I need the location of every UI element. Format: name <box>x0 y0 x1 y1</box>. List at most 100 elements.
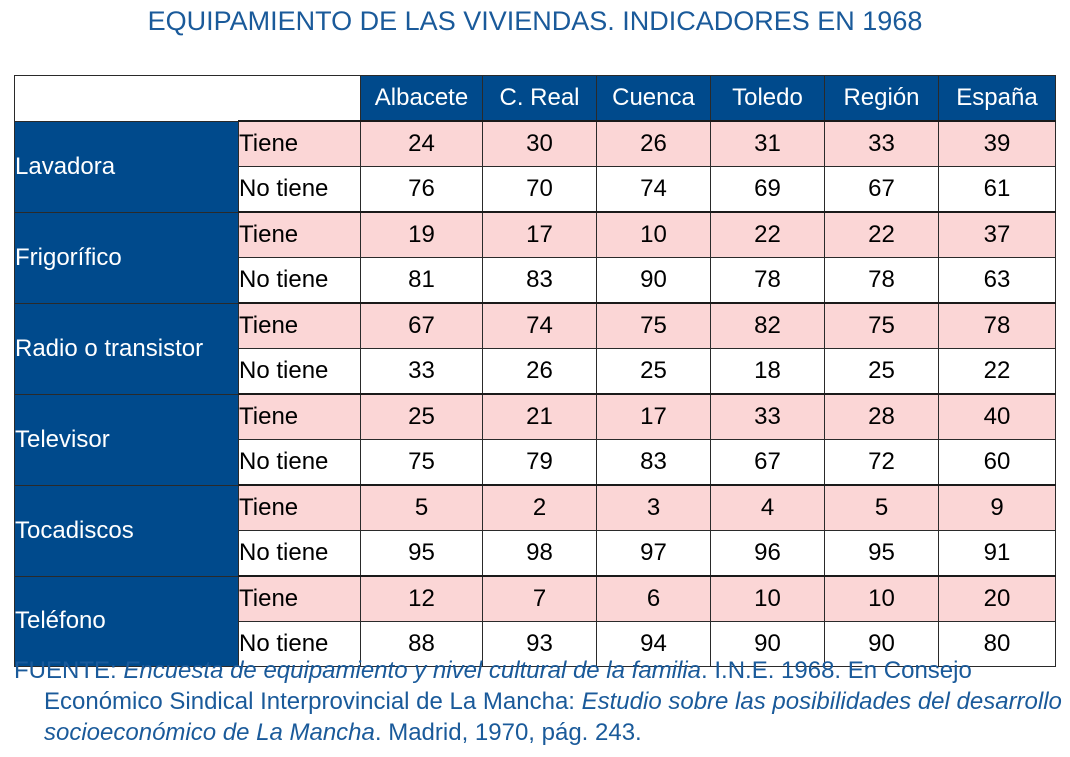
value-cell: 78 <box>824 257 939 304</box>
category-label: Tocadiscos <box>14 484 239 577</box>
value-cell: 21 <box>482 393 597 440</box>
value-cell: 17 <box>482 211 597 258</box>
value-cell: 5 <box>824 484 939 531</box>
value-cell: 22 <box>710 211 825 258</box>
value-cell: 97 <box>596 530 711 577</box>
table-row: Tocadiscos Tiene 5 2 3 4 5 9 <box>14 484 1056 577</box>
tiene-label: Tiene <box>238 575 361 622</box>
table-header-row: Albacete C. Real Cuenca Toledo Región Es… <box>14 75 1056 122</box>
value-cell: 22 <box>824 211 939 258</box>
value-cell: 63 <box>938 257 1056 304</box>
value-cell: 9 <box>938 484 1056 531</box>
source-middle: . I.N.E. 1968. En Consejo Económico Sind… <box>44 657 972 715</box>
corner-cell <box>14 75 361 122</box>
value-cell: 95 <box>824 530 939 577</box>
value-cell: 76 <box>360 166 483 213</box>
value-cell: 96 <box>710 530 825 577</box>
table-row: Lavadora Tiene 24 30 26 31 33 39 <box>14 120 1056 213</box>
column-header: Toledo <box>710 75 825 122</box>
value-cell: 69 <box>710 166 825 213</box>
value-cell: 33 <box>824 120 939 167</box>
column-header: Cuenca <box>596 75 711 122</box>
value-cell: 7 <box>482 575 597 622</box>
value-cell: 79 <box>482 439 597 486</box>
value-cell: 88 <box>360 621 483 667</box>
value-cell: 33 <box>360 348 483 395</box>
value-cell: 25 <box>596 348 711 395</box>
value-cell: 37 <box>938 211 1056 258</box>
value-cell: 17 <box>596 393 711 440</box>
tiene-label: Tiene <box>238 393 361 440</box>
column-header: C. Real <box>482 75 597 122</box>
value-cell: 26 <box>596 120 711 167</box>
value-cell: 26 <box>482 348 597 395</box>
table-row: No tiene 95 98 97 96 95 91 <box>15 530 1056 577</box>
column-header: Albacete <box>360 75 483 122</box>
table-row: No tiene 81 83 90 78 78 63 <box>15 257 1056 304</box>
value-cell: 40 <box>938 393 1056 440</box>
value-cell: 33 <box>710 393 825 440</box>
value-cell: 90 <box>596 257 711 304</box>
value-cell: 19 <box>360 211 483 258</box>
value-cell: 75 <box>596 302 711 349</box>
value-cell: 4 <box>710 484 825 531</box>
value-cell: 75 <box>824 302 939 349</box>
page-title: EQUIPAMIENTO DE LAS VIVIENDAS. INDICADOR… <box>147 6 923 36</box>
tiene-label: Tiene <box>238 302 361 349</box>
value-cell: 10 <box>710 575 825 622</box>
value-cell: 18 <box>710 348 825 395</box>
category-label: Televisor <box>14 393 239 486</box>
column-header: España <box>938 75 1056 122</box>
value-cell: 10 <box>824 575 939 622</box>
value-cell: 81 <box>360 257 483 304</box>
source-title-1: Encuesta de equipamiento y nivel cultura… <box>123 657 702 684</box>
table-row: Frigorífico Tiene 19 17 10 22 22 37 <box>14 211 1056 304</box>
value-cell: 22 <box>938 348 1056 395</box>
tiene-label: Tiene <box>238 120 361 167</box>
value-cell: 20 <box>938 575 1056 622</box>
value-cell: 6 <box>596 575 711 622</box>
no-tiene-label: No tiene <box>238 348 361 395</box>
source-note: FUENTE: Encuesta de equipamiento y nivel… <box>14 655 1066 748</box>
value-cell: 70 <box>482 166 597 213</box>
table-row: Teléfono Tiene 12 7 6 10 10 20 <box>14 575 1056 667</box>
table-row: Radio o transistor Tiene 67 74 75 82 75 78 <box>14 302 1056 395</box>
value-cell: 12 <box>360 575 483 622</box>
source-suffix: . Madrid, 1970, pág. 243. <box>374 719 642 746</box>
value-cell: 67 <box>824 166 939 213</box>
value-cell: 67 <box>710 439 825 486</box>
value-cell: 28 <box>824 393 939 440</box>
value-cell: 72 <box>824 439 939 486</box>
value-cell: 67 <box>360 302 483 349</box>
value-cell: 75 <box>360 439 483 486</box>
value-cell: 2 <box>482 484 597 531</box>
no-tiene-label: No tiene <box>238 439 361 486</box>
value-cell: 78 <box>938 302 1056 349</box>
value-cell: 25 <box>824 348 939 395</box>
value-cell: 83 <box>482 257 597 304</box>
value-cell: 90 <box>710 621 825 667</box>
table-row: No tiene 88 93 94 90 90 80 <box>15 621 1056 667</box>
category-label: Frigorífico <box>14 211 239 304</box>
category-label: Lavadora <box>14 120 239 213</box>
value-cell: 94 <box>596 621 711 667</box>
table-row: No tiene 75 79 83 67 72 60 <box>15 439 1056 486</box>
value-cell: 24 <box>360 120 483 167</box>
value-cell: 60 <box>938 439 1056 486</box>
category-label: Radio o transistor <box>14 302 239 395</box>
value-cell: 3 <box>596 484 711 531</box>
value-cell: 80 <box>938 621 1056 667</box>
table-body: Lavadora Tiene 24 30 26 31 33 39 No tiene 76 70 74 6… <box>14 120 1056 667</box>
source-prefix: FUENTE: <box>14 657 124 684</box>
no-tiene-label: No tiene <box>238 257 361 304</box>
table-row: No tiene 76 70 74 69 67 61 <box>15 166 1056 213</box>
no-tiene-label: No tiene <box>238 621 361 667</box>
value-cell: 95 <box>360 530 483 577</box>
value-cell: 93 <box>482 621 597 667</box>
column-header: Región <box>824 75 939 122</box>
value-cell: 98 <box>482 530 597 577</box>
value-cell: 83 <box>596 439 711 486</box>
value-cell: 30 <box>482 120 597 167</box>
value-cell: 5 <box>360 484 483 531</box>
value-cell: 91 <box>938 530 1056 577</box>
